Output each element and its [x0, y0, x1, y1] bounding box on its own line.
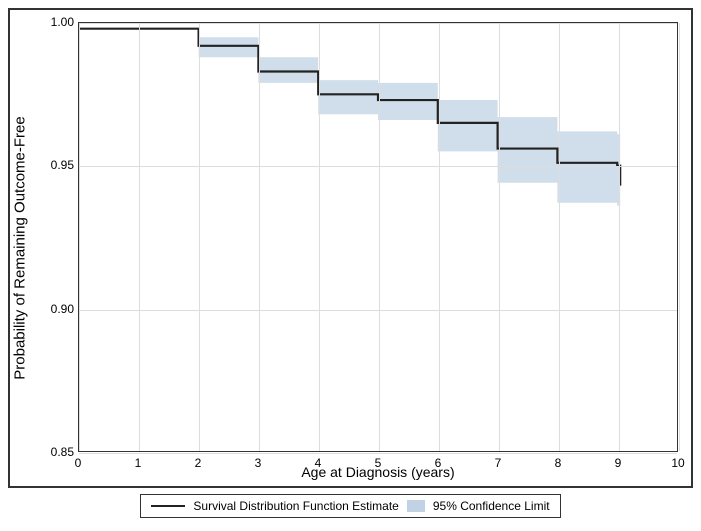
x-tick: 1: [135, 456, 142, 470]
legend: Survival Distribution Function Estimate …: [140, 494, 560, 518]
x-tick: 6: [435, 456, 442, 470]
x-tick: 3: [255, 456, 262, 470]
plot-area: [78, 22, 678, 452]
y-tick: 0.90: [48, 302, 74, 316]
x-tick: 8: [555, 456, 562, 470]
y-tick: 1.00: [48, 15, 74, 29]
x-tick: 9: [615, 456, 622, 470]
x-tick: 2: [195, 456, 202, 470]
chart-svg: [79, 23, 677, 451]
y-tick: 0.95: [48, 158, 74, 172]
x-tick: 0: [75, 456, 82, 470]
x-tick: 5: [375, 456, 382, 470]
y-tick: 0.85: [48, 445, 74, 459]
legend-ci-swatch: [407, 500, 425, 512]
x-tick: 7: [495, 456, 502, 470]
x-tick: 10: [671, 456, 684, 470]
legend-ci-label: 95% Confidence Limit: [433, 499, 550, 513]
y-axis-label: Probability of Remaining Outcome-Free: [12, 116, 29, 379]
legend-line-label: Survival Distribution Function Estimate: [193, 499, 398, 513]
legend-line-swatch: [151, 505, 185, 507]
chart-frame: Probability of Remaining Outcome-Free Ag…: [8, 8, 693, 488]
x-tick: 4: [315, 456, 322, 470]
